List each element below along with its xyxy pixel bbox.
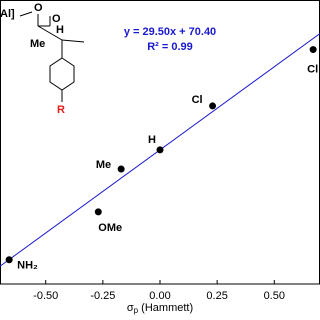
r-group-label: R — [57, 104, 65, 116]
data-point — [309, 46, 317, 54]
atom-label: H — [56, 24, 64, 36]
data-point — [5, 256, 13, 264]
x-axis-title-rest: (Hammett) — [138, 302, 193, 314]
x-tick-label: -0.50 — [33, 290, 58, 302]
point-label: Cl — [307, 63, 318, 75]
fit-equation: y = 29.50x + 70.40 — [124, 26, 216, 38]
x-axis-subscript: p — [134, 306, 139, 315]
point-label: OMe — [98, 222, 122, 234]
atom-label: Me — [30, 38, 45, 50]
metal-label: Al] — [0, 8, 15, 20]
point-label: Me — [96, 159, 111, 171]
x-axis-title: σp (Hammett) — [127, 302, 193, 315]
point-label: Cl — [192, 94, 203, 106]
x-tick-label: 0.50 — [264, 290, 285, 302]
point-label: H — [148, 134, 156, 146]
structure — [19, 11, 85, 102]
x-axis-symbol: σ — [127, 302, 134, 314]
x-tick-label: 0.00 — [149, 290, 170, 302]
data-point — [117, 165, 125, 173]
atom-label: O — [34, 2, 43, 14]
point-label: NH₂ — [17, 260, 38, 272]
x-tick-label: -0.25 — [90, 290, 115, 302]
x-tick-label: 0.25 — [206, 290, 227, 302]
fit-r-squared: R² = 0.99 — [147, 41, 193, 53]
data-point — [94, 208, 102, 216]
atom-label: O — [52, 13, 61, 25]
data-point — [156, 146, 164, 154]
data-point — [209, 102, 217, 110]
